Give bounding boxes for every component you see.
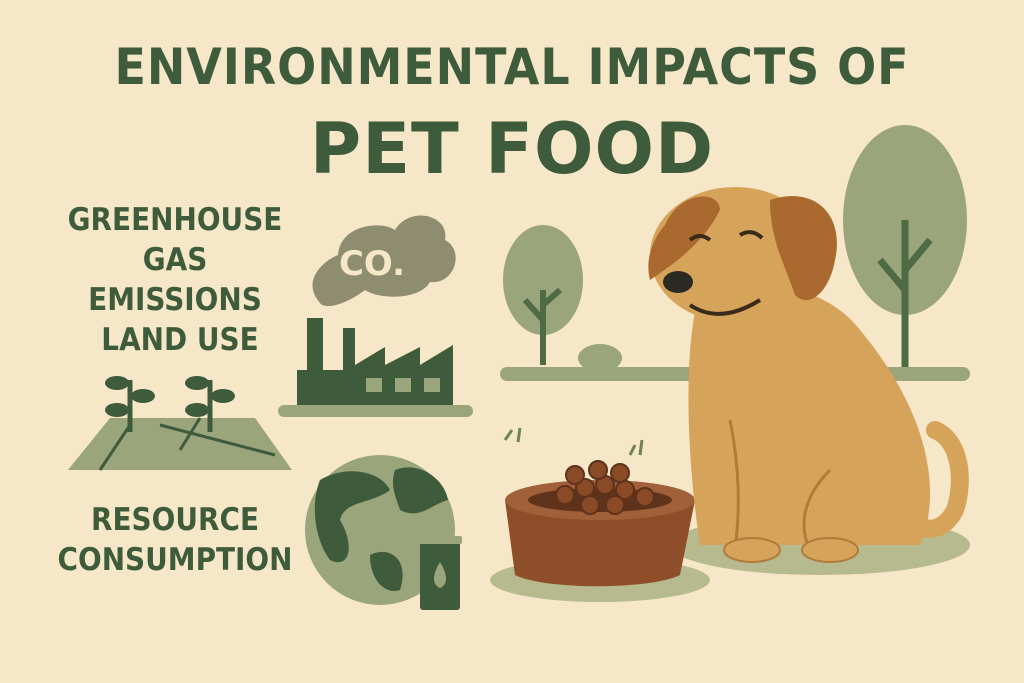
- label-line: CONSUMPTION: [57, 542, 293, 578]
- dog: [648, 187, 969, 563]
- label-line: RESOURCE: [90, 502, 260, 538]
- title-line-2: PET FOOD: [309, 108, 715, 190]
- factory-co2-icon: CO.: [278, 215, 473, 417]
- label-resource-consumption: RESOURCE CONSUMPTION: [54, 500, 297, 580]
- title-line-1: ENVIRONMENTAL IMPACTS OF: [114, 38, 910, 96]
- farmland-sprouts-icon: [68, 376, 292, 471]
- label-land-use: LAND USE: [86, 320, 275, 360]
- label-greenhouse-gas-emissions: GREENHOUSE GAS EMISSIONS: [58, 200, 292, 320]
- label-line: GREENHOUSE: [67, 202, 283, 238]
- globe-oil-can-icon: [305, 455, 462, 610]
- food-bowl: [503, 427, 695, 587]
- label-line: LAND USE: [101, 322, 259, 358]
- co2-label: CO.: [339, 244, 405, 284]
- label-line: GAS EMISSIONS: [88, 242, 262, 318]
